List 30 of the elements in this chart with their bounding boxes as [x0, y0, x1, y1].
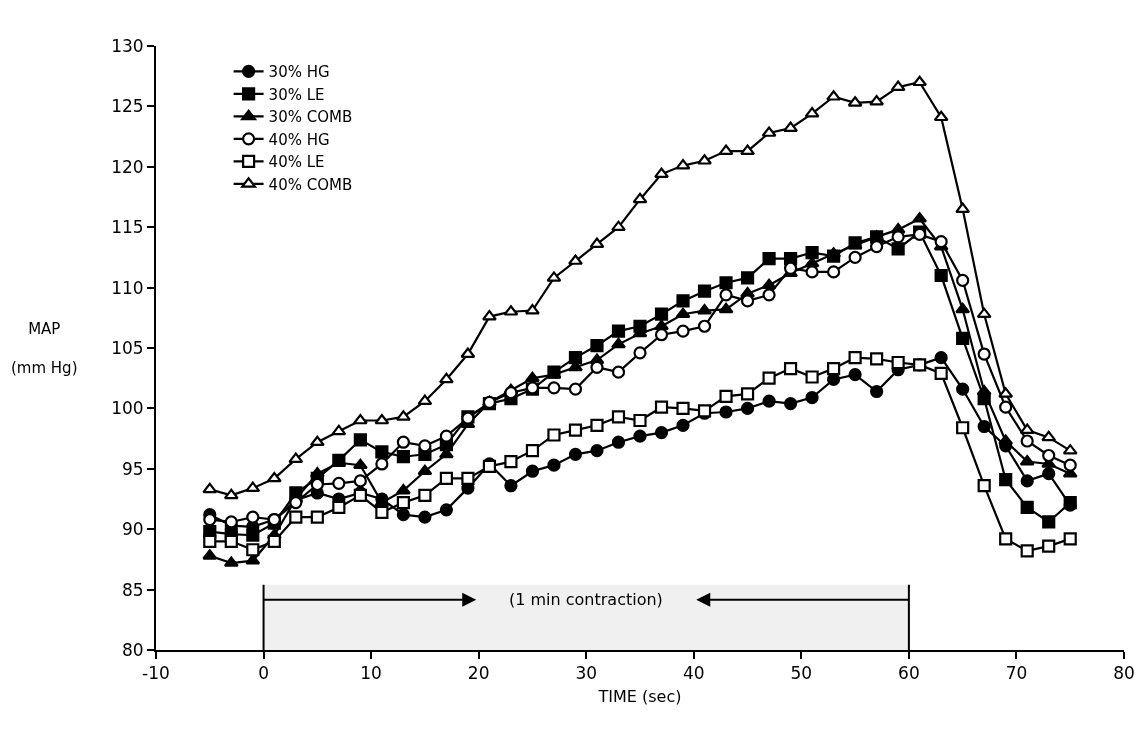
x-tick-label: 70	[1005, 663, 1028, 684]
y-tick-label: 85	[121, 579, 144, 600]
y-tick-label: 90	[121, 519, 144, 540]
x-axis-title: TIME (sec)	[597, 686, 682, 706]
legend-label: 40% LE	[268, 153, 325, 172]
x-tick-label: 50	[790, 663, 813, 684]
legend-label: 30% HG	[268, 63, 330, 82]
legend-label: 30% LE	[268, 85, 325, 104]
band-label: (1 min contraction)	[509, 590, 663, 609]
x-tick-label: 60	[898, 663, 920, 684]
y-tick-label: 80	[121, 639, 144, 660]
legend-label: 30% COMB	[268, 108, 353, 127]
text: MAP (mm Hg)	[11, 320, 78, 377]
x-tick-label: -10	[142, 663, 170, 684]
x-tick-label: 30	[575, 663, 598, 684]
x-tick-label: 0	[258, 663, 269, 684]
y-tick-label: 115	[111, 217, 144, 238]
y-tick-label: 120	[111, 156, 144, 177]
x-tick-label: 20	[467, 663, 490, 684]
legend-label: 40% COMB	[268, 175, 353, 194]
x-tick-label: 10	[360, 663, 382, 684]
x-tick-label: 40	[682, 663, 705, 684]
y-tick-label: 95	[121, 458, 144, 479]
y-tick-label: 110	[111, 277, 144, 298]
x-tick-label: 80	[1113, 663, 1135, 684]
y-tick-label: 100	[111, 398, 144, 419]
legend-label: 40% HG	[268, 130, 330, 149]
y-tick-label: 130	[111, 35, 144, 56]
y-tick-label: 105	[111, 337, 144, 358]
y-tick-label: 125	[111, 96, 144, 117]
